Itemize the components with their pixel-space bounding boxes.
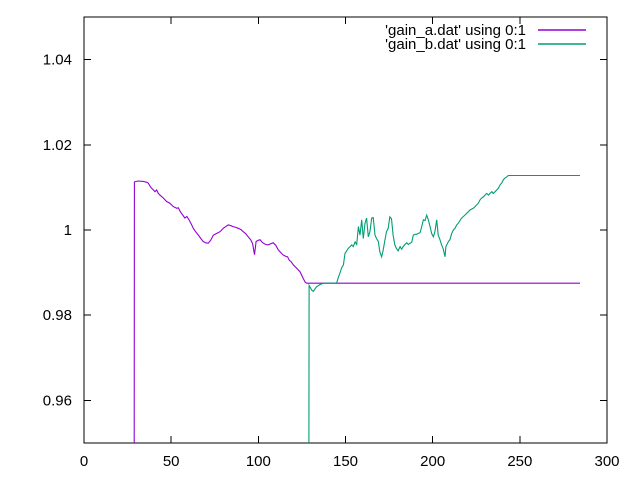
x-tick-label: 100 — [246, 453, 271, 470]
x-tick-label: 300 — [594, 453, 619, 470]
x-tick-label: 50 — [163, 453, 180, 470]
x-tick-label: 250 — [507, 453, 532, 470]
series-line-gain-b — [308, 174, 580, 444]
series-line-gain-a — [133, 180, 580, 444]
legend-label-gain-b: 'gain_b.dat' using 0:1 — [385, 36, 526, 53]
x-tick-label: 0 — [80, 453, 88, 470]
legend-label-gain-a: 'gain_a.dat' using 0:1 — [385, 22, 526, 39]
y-tick-label: 1.02 — [43, 137, 72, 154]
y-tick-label: 0.98 — [43, 307, 72, 324]
y-tick-label: 1.04 — [43, 52, 72, 69]
x-tick-label: 200 — [420, 453, 445, 470]
plot-border — [83, 16, 608, 444]
x-tick-label: 150 — [333, 453, 358, 470]
y-tick-label: 1 — [64, 222, 72, 239]
y-tick-label: 0.96 — [43, 392, 72, 409]
